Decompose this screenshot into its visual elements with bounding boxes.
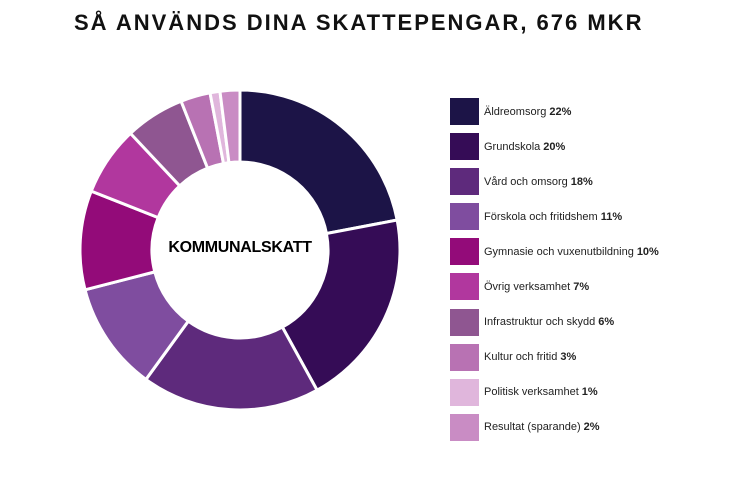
- legend-swatch: [450, 98, 479, 125]
- legend-swatch: [450, 413, 479, 441]
- legend-value: 3%: [560, 351, 577, 364]
- legend-item: Resultat (sparande) 2%: [450, 413, 665, 441]
- legend-value: 10%: [636, 245, 659, 258]
- legend-value: 20%: [543, 140, 566, 153]
- legend-label: Gymnasie och vuxenutbildning: [484, 245, 634, 258]
- legend-swatch: [450, 378, 479, 406]
- legend-value: 1%: [581, 386, 598, 399]
- legend-item: Grundskola 20%: [450, 133, 665, 161]
- legend-item: Kultur och fritid 3%: [450, 343, 665, 371]
- legend-value: 6%: [598, 316, 615, 329]
- chart-title: SÅ ANVÄNDS DINA SKATTEPENGAR, 676 MKR: [74, 10, 644, 35]
- donut-slice-2: [143, 319, 320, 412]
- legend-value: 7%: [573, 280, 590, 293]
- legend-label: Äldreomsorg: [484, 105, 547, 118]
- legend-swatch: [450, 308, 479, 336]
- legend-label: Övrig verksamhet: [484, 280, 571, 293]
- legend-value: 2%: [583, 421, 600, 434]
- legend-label: Politisk verksamhet: [484, 386, 579, 399]
- donut-slice-1: [280, 218, 402, 393]
- legend-swatch: [450, 238, 479, 266]
- legend-value: 11%: [600, 210, 623, 223]
- legend-label: Kultur och fritid: [484, 351, 558, 364]
- center-label: KOMMUNALSKATT: [168, 239, 312, 256]
- legend-item: Övrig verksamhet 7%: [450, 273, 665, 301]
- chart-legend: Äldreomsorg 22% Grundskola 20% Vård och omso…: [450, 98, 665, 449]
- legend-item: Förskola och fritidshem 11%: [450, 203, 665, 231]
- legend-label: Resultat (sparande): [484, 421, 581, 434]
- legend-swatch: [450, 203, 479, 231]
- legend-label: Förskola och fritidshem: [484, 210, 598, 223]
- legend-label: Infrastruktur och skydd: [484, 316, 596, 329]
- donut-chart: KOMMUNALSKATT: [78, 88, 402, 412]
- legend-label: Vård och omsorg: [484, 175, 568, 188]
- legend-swatch: [450, 343, 479, 371]
- legend-value: 18%: [570, 175, 593, 188]
- legend-item: Infrastruktur och skydd 6%: [450, 308, 665, 336]
- legend-item: Äldreomsorg 22%: [450, 98, 665, 125]
- donut-slice-9: [218, 88, 242, 165]
- legend-item: Gymnasie och vuxenutbildning 10%: [450, 238, 665, 266]
- legend-item: Politisk verksamhet 1%: [450, 378, 665, 406]
- legend-label: Grundskola: [484, 140, 541, 153]
- legend-swatch: [450, 133, 479, 161]
- legend-item: Vård och omsorg 18%: [450, 168, 665, 196]
- donut-slice-0: [238, 88, 399, 236]
- legend-swatch: [450, 273, 479, 301]
- legend-swatch: [450, 168, 479, 196]
- legend-value: 22%: [549, 105, 572, 118]
- donut-slices: [78, 88, 402, 412]
